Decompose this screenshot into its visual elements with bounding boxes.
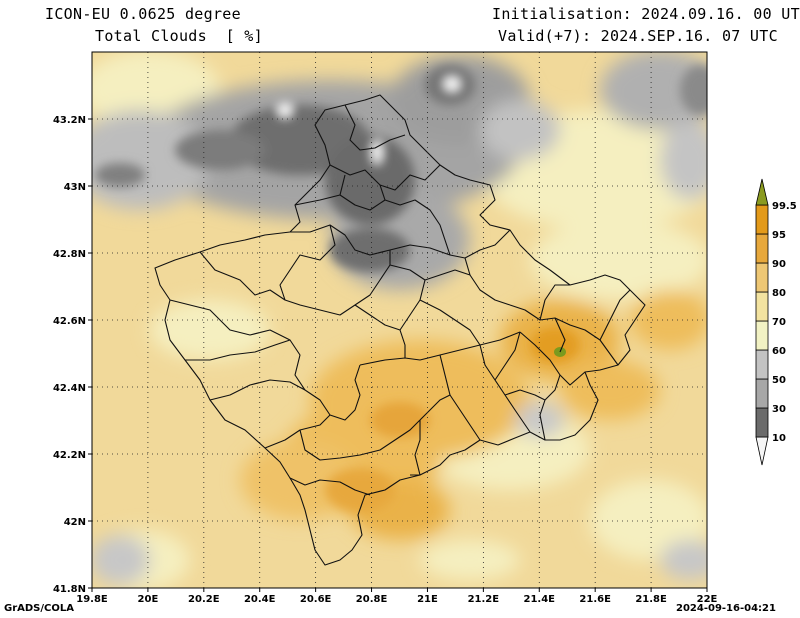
colorbar-segment bbox=[755, 378, 769, 409]
colorbar-segment bbox=[755, 291, 769, 322]
colorbar-level-label: 99.5 bbox=[772, 201, 797, 212]
lon-tick-label: 21.4E bbox=[524, 594, 556, 605]
colorbar-high-triangle bbox=[755, 178, 769, 206]
lat-tick-label: 42.6N bbox=[53, 316, 86, 327]
colorbar-level-label: 90 bbox=[772, 259, 786, 270]
lon-tick-label: 20.6E bbox=[300, 594, 332, 605]
colorbar-level-label: 30 bbox=[772, 404, 786, 415]
valid-time: Valid(+7): 2024.SEP.16. 07 UTC bbox=[498, 27, 778, 45]
colorbar-level-label: 10 bbox=[772, 433, 786, 444]
colorbar-segment bbox=[755, 320, 769, 351]
colorbar-segment bbox=[755, 233, 769, 264]
variable-title: Total Clouds [ %] bbox=[95, 27, 263, 45]
lat-tick-label: 42N bbox=[64, 517, 86, 528]
lon-tick-label: 21E bbox=[417, 594, 438, 605]
colorbar-level-label: 95 bbox=[772, 230, 786, 241]
cloud-field bbox=[92, 52, 707, 588]
render-timestamp: 2024-09-16-04:21 bbox=[676, 603, 776, 614]
lon-tick-label: 21.2E bbox=[468, 594, 500, 605]
colorbar-segment bbox=[755, 349, 769, 380]
lat-tick-label: 42.8N bbox=[53, 249, 86, 260]
lon-tick-label: 20.2E bbox=[188, 594, 220, 605]
lat-tick-label: 42.2N bbox=[53, 450, 86, 461]
lon-tick-label: 22E bbox=[697, 594, 718, 605]
lon-tick-label: 20.4E bbox=[244, 594, 276, 605]
lat-tick-label: 43.2N bbox=[53, 115, 86, 126]
colorbar-segment bbox=[755, 204, 769, 235]
lat-tick-label: 43N bbox=[64, 182, 86, 193]
lon-tick-label: 20E bbox=[138, 594, 159, 605]
model-title: ICON-EU 0.0625 degree bbox=[45, 5, 241, 23]
colorbar-level-label: 70 bbox=[772, 317, 786, 328]
lon-tick-label: 20.8E bbox=[356, 594, 388, 605]
lon-tick-label: 21.6E bbox=[579, 594, 611, 605]
colorbar-segment bbox=[755, 262, 769, 293]
colorbar-level-label: 50 bbox=[772, 375, 786, 386]
colorbar-level-label: 80 bbox=[772, 288, 786, 299]
lat-tick-label: 41.8N bbox=[53, 584, 86, 595]
boundary-lines bbox=[154, 94, 646, 566]
lon-tick-label: 21.8E bbox=[635, 594, 667, 605]
colorbar-low-triangle bbox=[755, 436, 769, 466]
colorbar-segment bbox=[755, 407, 769, 438]
lat-tick-label: 42.4N bbox=[53, 383, 86, 394]
colorbar-level-label: 60 bbox=[772, 346, 786, 357]
initialisation-time: Initialisation: 2024.09.16. 00 UTC bbox=[492, 5, 800, 23]
lon-tick-label: 19.8E bbox=[76, 594, 108, 605]
lat-tick-labels: 41.8N 42N 42.2N 42.4N 42.6N 42.8N 43N 43.2N bbox=[53, 115, 92, 595]
colorbar-legend: 10 30 50 60 70 80 90 95 99.5 bbox=[755, 178, 797, 466]
credit-label: GrADS/COLA bbox=[4, 603, 74, 614]
lon-tick-labels: 19.8E 20E 20.2E 20.4E 20.6E 20.8E 21E 21.2E 21.4… bbox=[76, 588, 718, 605]
